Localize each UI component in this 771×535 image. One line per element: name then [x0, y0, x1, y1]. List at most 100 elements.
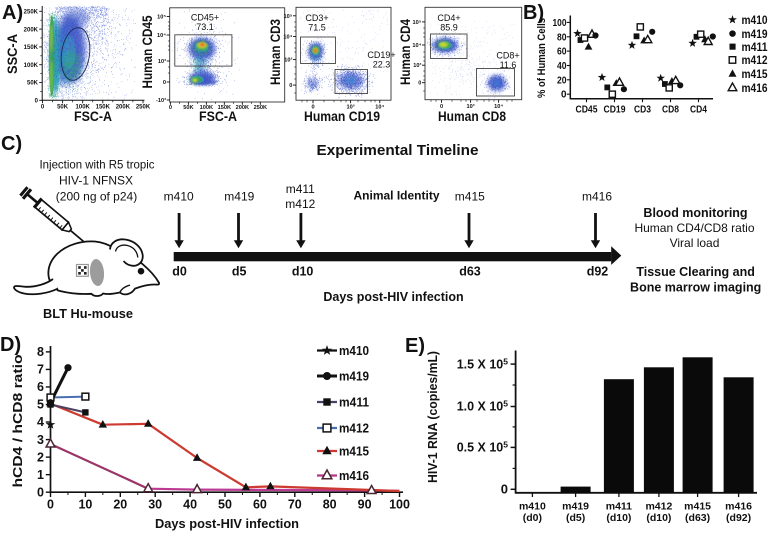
svg-text:4: 4 — [37, 415, 44, 429]
svg-text:m410: m410 — [519, 501, 546, 513]
svg-text:70: 70 — [288, 498, 302, 512]
svg-text:(d0): (d0) — [523, 512, 542, 524]
svg-text:250K: 250K — [136, 105, 151, 111]
svg-text:0: 0 — [41, 105, 45, 111]
svg-text:Human CD19: Human CD19 — [304, 109, 380, 124]
svg-text:m410: m410 — [742, 15, 768, 27]
svg-text:Experimental Timeline: Experimental Timeline — [317, 143, 479, 159]
svg-text:100K: 100K — [24, 63, 39, 69]
svg-text:Days post-HIV infection: Days post-HIV infection — [155, 516, 299, 531]
svg-text:m411: m411 — [339, 396, 369, 410]
svg-text:m411: m411 — [606, 501, 632, 513]
svg-text:Tissue Clearing and: Tissue Clearing and — [636, 265, 755, 279]
svg-text:d92: d92 — [587, 265, 609, 279]
svg-text:8: 8 — [37, 345, 44, 359]
svg-text:200K: 200K — [116, 105, 131, 111]
svg-text:71.5: 71.5 — [308, 23, 326, 33]
svg-text:m419: m419 — [562, 501, 589, 513]
svg-text:0: 0 — [561, 90, 567, 101]
svg-text:1.5 X 105: 1.5 X 105 — [457, 356, 509, 371]
svg-text:150K: 150K — [96, 105, 111, 111]
svg-text:E): E) — [405, 335, 425, 357]
svg-text:Human CD3: Human CD3 — [268, 19, 283, 85]
svg-text:150K: 150K — [24, 45, 39, 51]
svg-text:Human CD4/CD8 ratio: Human CD4/CD8 ratio — [634, 221, 754, 235]
svg-text:80: 80 — [323, 498, 337, 512]
svg-text:50K: 50K — [57, 105, 69, 111]
svg-text:A): A) — [2, 2, 23, 24]
svg-text:85.9: 85.9 — [440, 23, 458, 33]
svg-text:0.5 X 105: 0.5 X 105 — [457, 440, 509, 455]
svg-text:0: 0 — [289, 83, 292, 89]
svg-text:73.1: 73.1 — [196, 22, 214, 32]
svg-text:m411: m411 — [286, 182, 315, 196]
svg-text:Days post-HIV infection: Days post-HIV infection — [323, 290, 463, 304]
svg-text:BLT Hu-mouse: BLT Hu-mouse — [43, 306, 133, 321]
svg-text:11.6: 11.6 — [500, 60, 517, 70]
svg-text:0: 0 — [47, 498, 54, 512]
svg-text:10⁴: 10⁴ — [283, 35, 292, 41]
svg-text:10⁴: 10⁴ — [375, 105, 384, 111]
svg-text:10⁵: 10⁵ — [413, 20, 422, 26]
svg-text:Injection with R5 tropic: Injection with R5 tropic — [40, 158, 155, 172]
svg-text:250K: 250K — [254, 105, 267, 111]
svg-text:SSC-A: SSC-A — [4, 34, 20, 74]
svg-text:m416: m416 — [582, 190, 612, 204]
svg-text:0: 0 — [169, 105, 172, 111]
svg-text:m412: m412 — [742, 55, 768, 67]
svg-text:2: 2 — [37, 450, 44, 464]
svg-text:m419: m419 — [224, 190, 254, 204]
svg-text:0: 0 — [37, 485, 44, 499]
svg-text:0: 0 — [418, 81, 421, 87]
svg-text:80: 80 — [557, 32, 567, 43]
svg-text:10⁴: 10⁴ — [494, 104, 503, 110]
svg-text:10³: 10³ — [158, 58, 166, 65]
svg-text:0: 0 — [440, 104, 443, 110]
svg-text:(d63): (d63) — [685, 512, 710, 524]
svg-text:60: 60 — [557, 47, 567, 58]
svg-text:200K: 200K — [24, 27, 39, 33]
svg-text:CD8+: CD8+ — [496, 51, 519, 61]
svg-text:10³: 10³ — [413, 62, 421, 69]
svg-text:100K: 100K — [200, 105, 213, 111]
svg-text:20: 20 — [113, 498, 127, 512]
svg-text:10⁵: 10⁵ — [157, 15, 166, 21]
svg-text:HIV-1 RNA (copies/mL): HIV-1 RNA (copies/mL) — [425, 351, 440, 483]
svg-text:90: 90 — [358, 498, 372, 512]
svg-text:22.3: 22.3 — [373, 60, 391, 70]
svg-text:CD3: CD3 — [634, 104, 651, 116]
svg-text:(d92): (d92) — [726, 512, 751, 524]
svg-text:d63: d63 — [459, 265, 481, 279]
svg-text:(d5): (d5) — [566, 512, 585, 524]
svg-text:d0: d0 — [172, 265, 187, 279]
svg-text:HIV-1 NFNSX: HIV-1 NFNSX — [59, 174, 133, 188]
svg-text:d10: d10 — [292, 265, 314, 279]
svg-text:Human CD45: Human CD45 — [140, 15, 155, 88]
svg-text:250K: 250K — [24, 10, 39, 16]
svg-text:C): C) — [1, 133, 22, 155]
svg-text:FSC-A: FSC-A — [199, 109, 237, 124]
svg-text:m419: m419 — [742, 29, 768, 41]
svg-text:FSC-A: FSC-A — [74, 109, 112, 124]
svg-text:m416: m416 — [725, 501, 752, 513]
svg-text:10⁴: 10⁴ — [412, 43, 421, 49]
svg-text:m419: m419 — [339, 370, 369, 384]
svg-text:200K: 200K — [236, 105, 249, 111]
svg-text:CD4+: CD4+ — [437, 13, 460, 23]
svg-text:CD3+: CD3+ — [305, 13, 328, 23]
svg-text:Blood monitoring: Blood monitoring — [643, 206, 747, 220]
svg-text:10³: 10³ — [467, 103, 475, 110]
svg-text:10⁴: 10⁴ — [157, 33, 166, 39]
svg-text:1: 1 — [37, 468, 44, 482]
svg-text:5: 5 — [37, 398, 44, 412]
svg-text:1.0 X 105: 1.0 X 105 — [457, 399, 509, 414]
svg-text:CD45: CD45 — [576, 104, 598, 116]
svg-text:0: 0 — [163, 80, 166, 86]
svg-text:D): D) — [0, 334, 21, 356]
svg-text:Human CD4: Human CD4 — [398, 19, 413, 85]
svg-text:% of Human Cells: % of Human Cells — [536, 18, 548, 98]
svg-text:0: 0 — [35, 99, 39, 105]
svg-text:m410: m410 — [339, 344, 369, 358]
svg-text:B): B) — [523, 2, 544, 24]
svg-text:(d10): (d10) — [646, 512, 671, 524]
